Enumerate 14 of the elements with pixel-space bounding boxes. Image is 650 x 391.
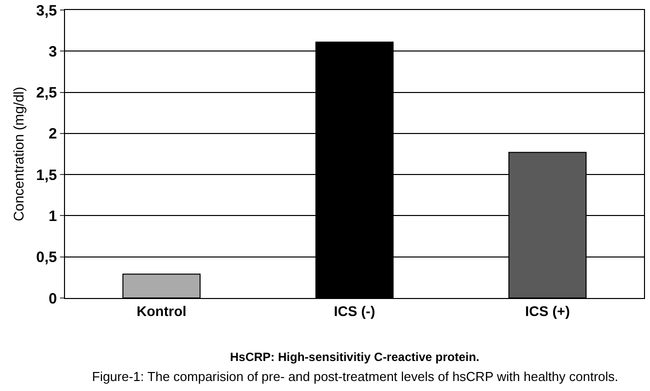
text: Figure-1: The comparision of pre- and post-treatment levels of hsCRP with healthy controls. (92, 369, 618, 384)
x-tick-label: ICS (+) (525, 302, 570, 319)
y-tick-label: 3,5 (36, 2, 57, 20)
y-tick-label: 3 (48, 43, 57, 60)
y-tick-label: 0 (48, 290, 57, 308)
x-tick-label: ICS (-) (334, 302, 376, 319)
y-tick-label: 0,5 (36, 249, 57, 266)
x-tick-label: Kontrol (136, 302, 186, 319)
y-tick-label: 2,5 (36, 84, 57, 102)
y-tick-label: 1 (48, 208, 57, 225)
y-tick-label: 2 (48, 126, 57, 143)
y-axis-title: Concentration (mg/dl) (10, 86, 27, 222)
y-tick-label: 1,5 (36, 166, 57, 184)
text: HsCRP: High-sensitivitiy C-reactive protein. (230, 350, 480, 364)
